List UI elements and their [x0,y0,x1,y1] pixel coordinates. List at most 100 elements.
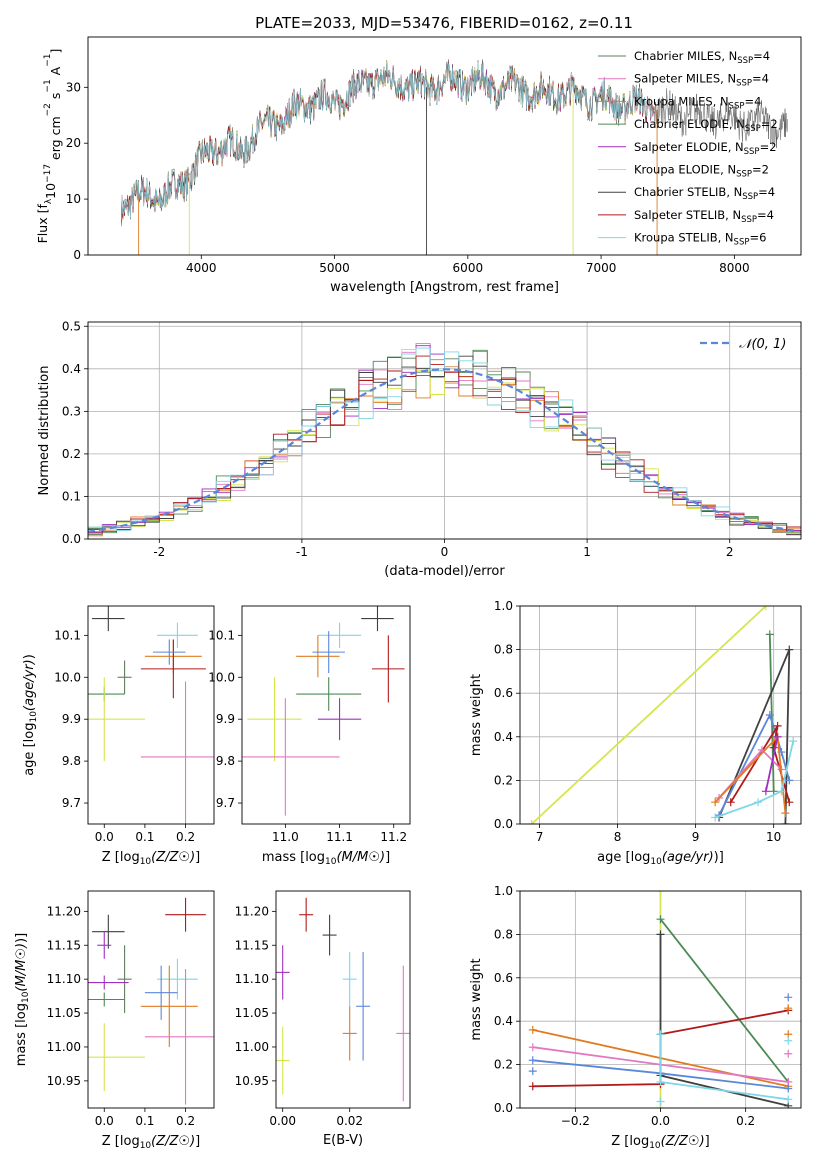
legend-label-tail: =4 [753,49,770,63]
weight-marker [711,813,720,822]
y-tick-label: 0.3 [62,404,81,418]
label-part: Z [log [102,850,140,865]
label-part: 10 [649,1141,661,1151]
weight-marker [789,737,798,746]
legend-label-tail: =4 [758,185,775,199]
label-part: (Z/Z☉) [151,850,195,865]
x-tick-label: 11.1 [326,830,353,844]
x-axis-label: mass [log10(M/M☉)] [262,850,390,867]
weight-marker [656,915,665,924]
label-part: age [log [597,850,650,865]
x-tick-label: 0.2 [176,830,195,844]
y-axis-label-part: λ [44,198,54,204]
y-axis-label-part: −1 [43,79,53,92]
axes-frame [241,605,411,825]
weight-marker [528,1056,537,1065]
x-tick-label: 0.02 [336,1114,363,1128]
legend-label-main: Kroupa ELODIE, N [634,163,736,177]
x-axis-label: Z [log10(Z/Z☉)] [102,850,200,867]
legend-label-tail: =4 [744,94,761,108]
label-part: (age/yr) [662,850,714,865]
legend-label-sub: SSP [736,79,752,89]
y-axis-label: Flux [fλ10−17 erg cm−2 s−1 A−1] [35,49,63,244]
y-tick-label: 1.0 [494,599,513,613]
y-tick-label: 1.0 [494,884,513,898]
legend-label: Kroupa MILES, NSSP=4 [634,94,761,111]
plot-area-mass-vs-EBV [276,897,410,1102]
x-tick-label: 10 [766,830,781,844]
x-tick-label: 11.2 [380,830,407,844]
y-axis-label-part: −2 [43,103,53,116]
x-tick-label: 0.0 [651,1114,670,1128]
y-tick-label: 10.0 [208,670,235,684]
x-tick-label: 4000 [186,261,217,275]
y-tick-label: 0.6 [494,686,513,700]
x-tick-label: 0.2 [176,1114,195,1128]
panel-mass-vs-EBV: 0.00 0.02 10.95 11.00 11.05 11.10 11.15 11.20 E(… [235,890,411,1148]
y-axis-label: mass weight [469,674,484,756]
y-tick-label: 0.0 [494,817,513,831]
legend-label: Salpeter ELODIE, NSSP=2 [634,140,777,157]
legend-label-sub: SSP [742,192,758,202]
y-tick-label: 9.9 [62,712,81,726]
x-tick-label: -1 [296,545,308,559]
weight-marker [761,787,770,796]
x-tick-label: 0.2 [736,1114,755,1128]
legend-label: Chabrier MILES, NSSP=4 [634,49,770,66]
panel-residuals: -2 -1 0 1 2 0.0 0.1 0.2 0.3 0.4 0.5 𝒩(0, 1) (data-mo… [37,319,802,579]
model-spectrum [121,62,655,220]
plot-area-spectrum [121,59,788,255]
legend-label-sub: SSP [729,101,745,111]
y-tick-label: 10.0 [54,670,81,684]
panel-weight-vs-Z: −0.2 0.0 0.2 0.0 0.2 0.4 0.6 0.8 1.0 mass weight Z… [469,884,802,1151]
legend-label-main: Salpeter STELIB, N [634,208,741,222]
x-tick-label: 9 [692,830,700,844]
label-part: ) [22,654,37,659]
weight-marker [656,1077,665,1086]
y-tick-label: 0.2 [62,447,81,461]
y-tick-label: 9.8 [216,754,235,768]
x-axis-label: E(B-V) [323,1133,363,1148]
y-tick-label: 10.1 [208,628,235,642]
y-tick-label: 10.95 [235,1074,269,1088]
weight-marker [773,721,782,730]
x-axis-label: wavelength [Angstrom, rest frame] [330,280,559,295]
plot-area-weight-vs-age [527,606,798,824]
legend-label-tail: =4 [757,208,774,222]
legend-label-tail: =6 [749,231,766,245]
label-part: (Z/Z☉) [151,1134,195,1149]
y-tick-label: 0.1 [62,489,81,503]
y-axis-label-part: A [48,66,63,79]
y-tick-label: 0.4 [494,1014,513,1028]
label-part: 10 [21,991,31,1003]
label-part: ] [195,1134,200,1149]
weight-marker [781,820,790,824]
legend-label-main: Kroupa STELIB, N [634,231,734,245]
label-part: ] [705,1134,710,1149]
weight-marker [784,1084,793,1093]
legend-label-main: Chabrier STELIB, N [634,185,742,199]
y-tick-label: 9.9 [216,712,235,726]
legend-label-sub: SSP [737,56,753,66]
label-part: 10 [650,857,662,867]
label-part: (M/M☉) [14,943,29,992]
y-tick-label: 11.00 [47,1040,81,1054]
normal-curve [88,368,799,533]
label-part: 10 [140,1141,152,1151]
label-part: 10 [325,857,337,867]
y-tick-label: 20 [66,136,81,150]
y-tick-label: 11.10 [47,972,81,986]
weight-marker [784,1049,793,1058]
y-tick-label: 0.2 [494,1058,513,1072]
legend-label-sub: SSP [741,215,757,225]
weight-marker [656,1030,665,1039]
plot-area-age-vs-mass [242,606,405,816]
label-part: (age/yr) [22,659,37,711]
y-axis-label-part: s [48,93,63,104]
label-part: (M/M☉) [336,850,385,865]
x-tick-label: 6000 [453,261,484,275]
y-tick-label: 11.15 [47,938,81,952]
weight-marker [528,1082,537,1091]
x-axis-label: Z [log10(Z/Z☉)] [102,1134,200,1151]
